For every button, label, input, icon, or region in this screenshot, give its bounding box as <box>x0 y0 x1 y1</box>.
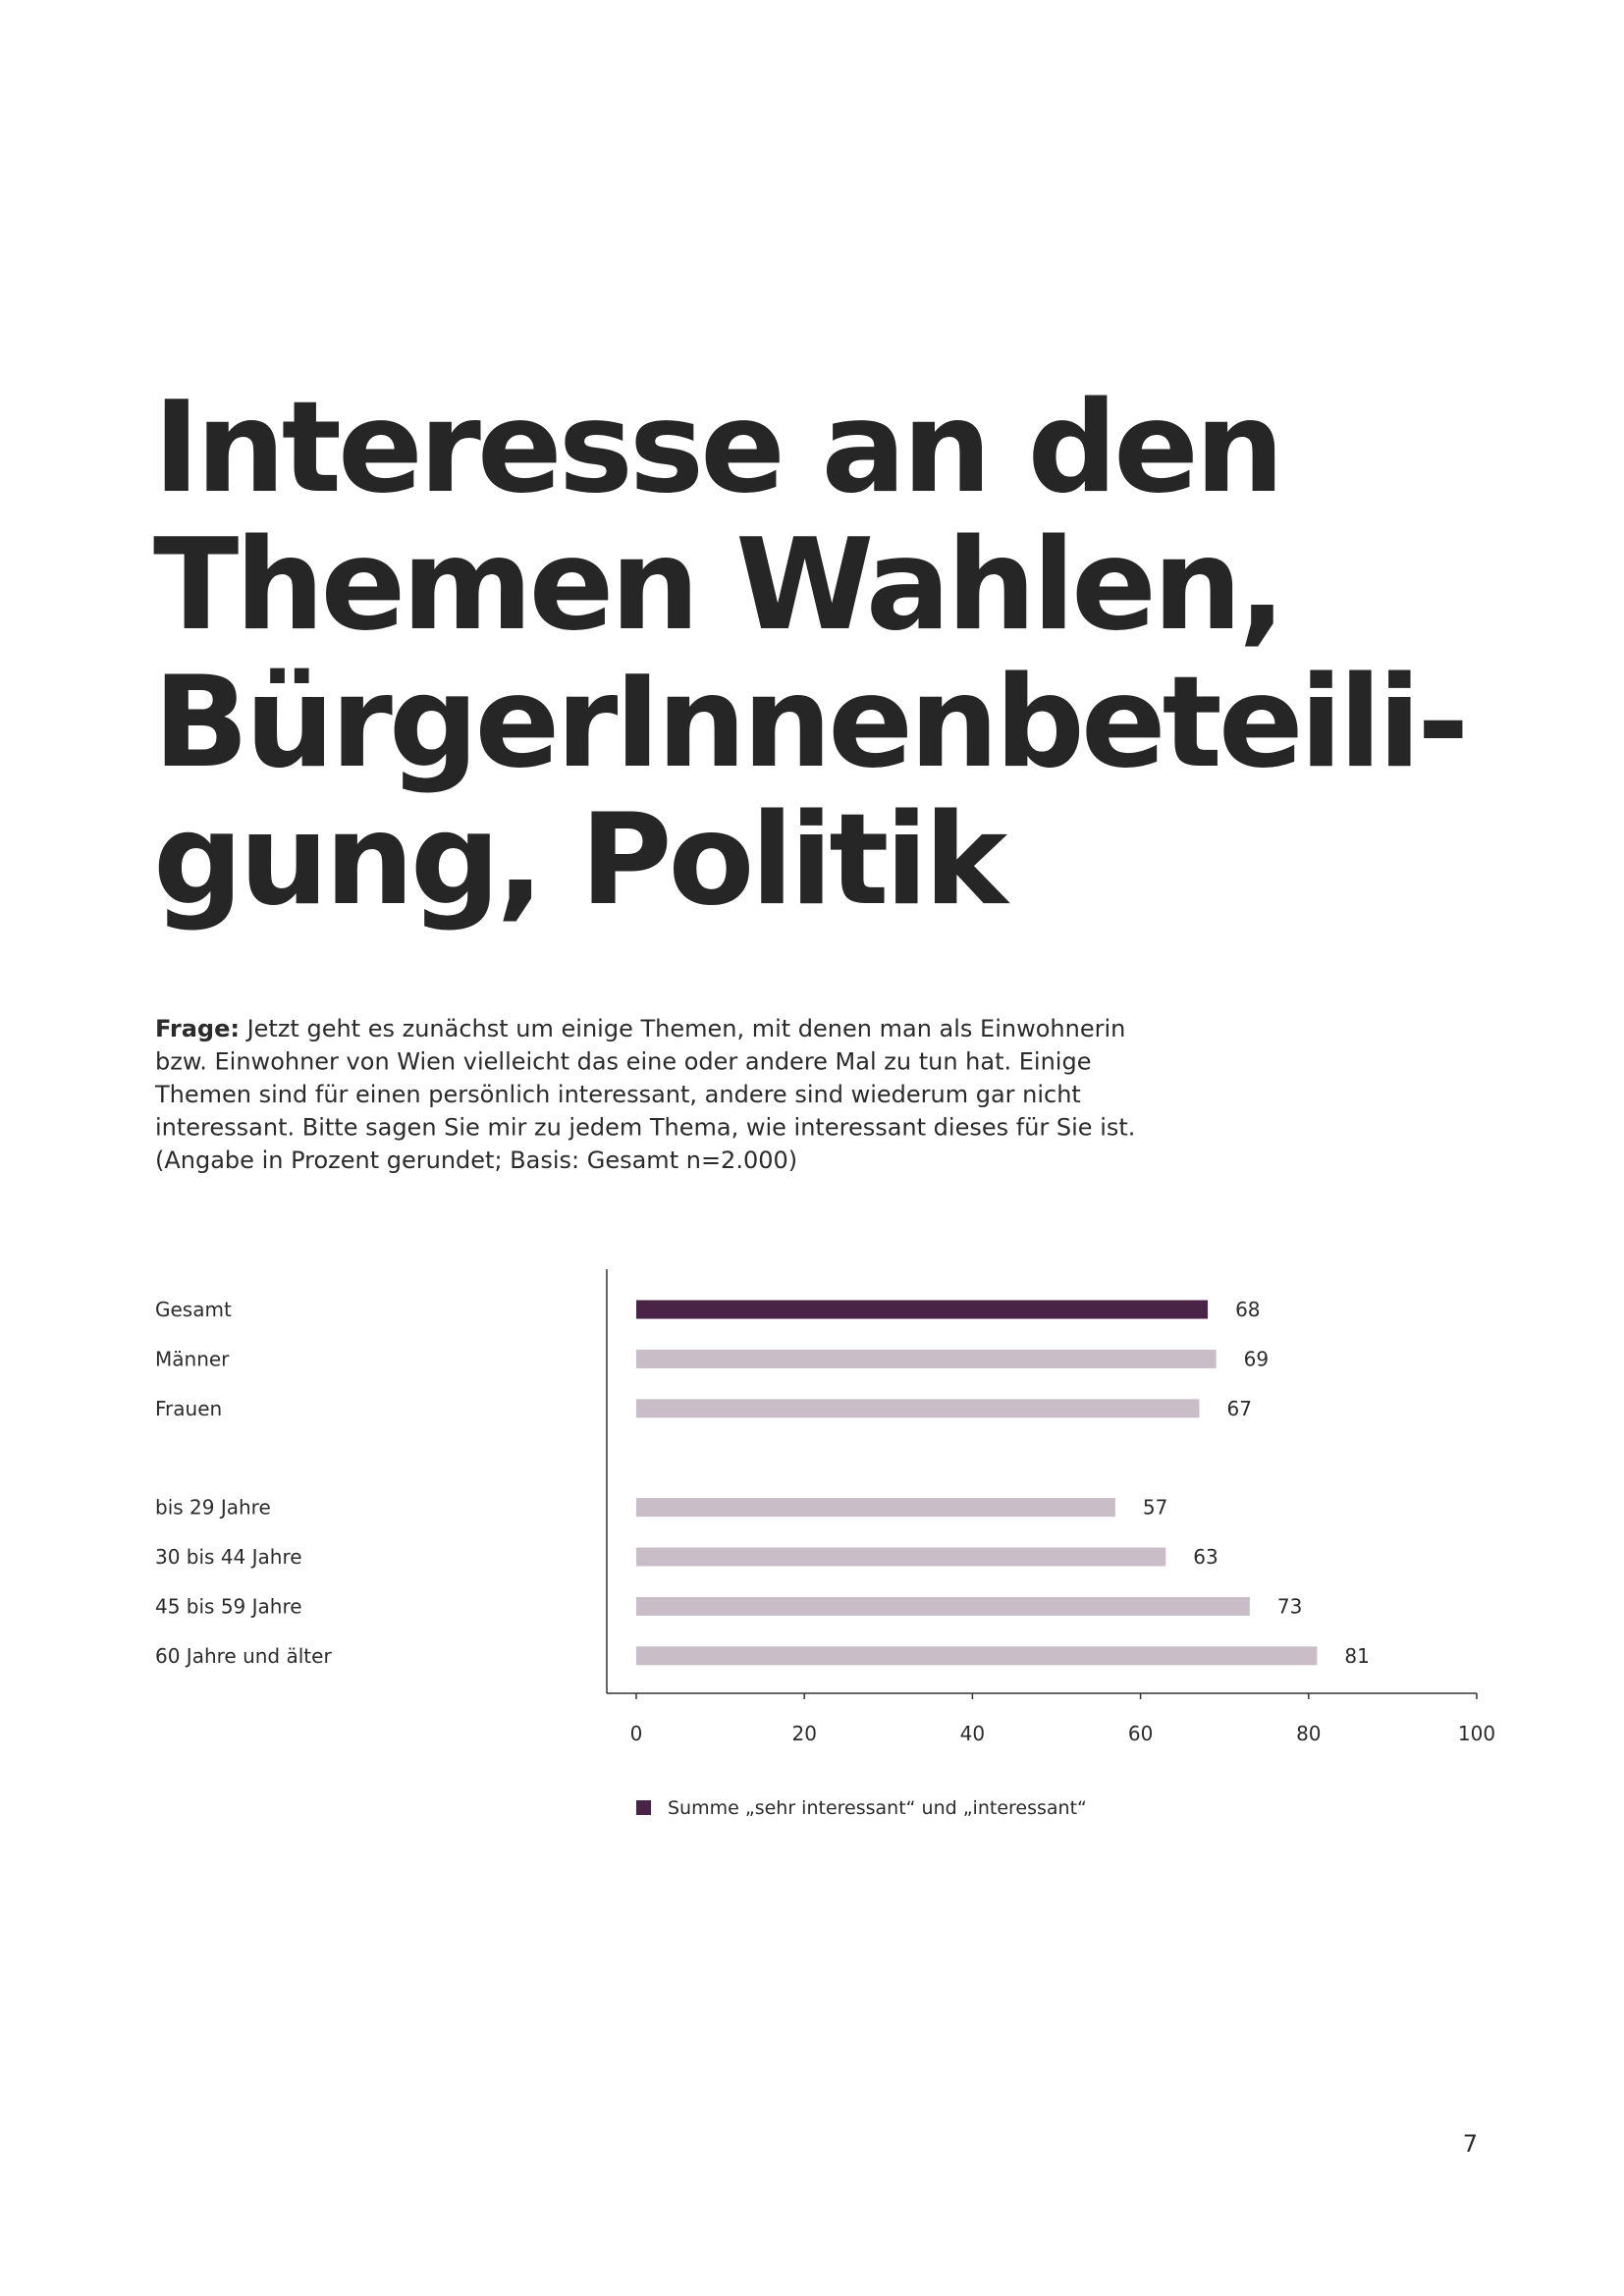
category-label: 60 Jahre und älter <box>155 1644 332 1668</box>
value-label: 67 <box>1227 1397 1252 1420</box>
category-label: 45 bis 59 Jahre <box>155 1594 302 1618</box>
legend-label: Summe „sehr interessant“ und „interessan… <box>668 1797 1087 1819</box>
question-label: Frage: <box>155 1015 240 1042</box>
title-line: Themen Wahlen, <box>153 512 1282 659</box>
bar <box>636 1399 1200 1418</box>
x-tick-label: 20 <box>791 1722 816 1745</box>
title-line: BürgerInnenbeteili- <box>153 650 1465 796</box>
bar <box>636 1596 1250 1616</box>
question-text: (Angabe in Prozent gerundet; Basis: Gesa… <box>155 1147 797 1174</box>
category-label: Frauen <box>155 1397 222 1420</box>
question-line: Frage: Jetzt geht es zunächst um einige … <box>155 1015 1125 1042</box>
bar <box>636 1498 1115 1518</box>
category-label: Männer <box>155 1347 230 1370</box>
category-label: bis 29 Jahre <box>155 1496 271 1520</box>
question-line: Themen sind für einen persönlich interes… <box>154 1081 1081 1108</box>
value-label: 63 <box>1193 1545 1218 1569</box>
question-line: interessant. Bitte sagen Sie mir zu jede… <box>155 1114 1135 1142</box>
x-tick-label: 100 <box>1458 1722 1495 1745</box>
value-label: 57 <box>1143 1496 1167 1520</box>
value-label: 81 <box>1344 1644 1369 1668</box>
page-number: 7 <box>1463 2130 1478 2158</box>
value-label: 73 <box>1277 1594 1302 1618</box>
title-line: Interesse an den <box>153 375 1280 521</box>
category-label: 30 bis 44 Jahre <box>155 1545 302 1569</box>
bar <box>636 1300 1209 1319</box>
legend-swatch <box>636 1800 651 1815</box>
question-line: bzw. Einwohner von Wien vielleicht das e… <box>155 1048 1091 1076</box>
title-line: gung, Politik <box>153 787 1010 934</box>
value-label: 68 <box>1235 1298 1260 1321</box>
category-label: Gesamt <box>155 1298 232 1321</box>
x-tick-label: 40 <box>960 1722 985 1745</box>
value-label: 69 <box>1244 1347 1269 1370</box>
x-tick-label: 80 <box>1296 1722 1321 1745</box>
question-text: Jetzt geht es zunächst um einige Themen,… <box>240 1015 1125 1042</box>
question-line: (Angabe in Prozent gerundet; Basis: Gesa… <box>155 1147 797 1174</box>
bar <box>636 1547 1166 1567</box>
question-text: bzw. Einwohner von Wien vielleicht das e… <box>155 1048 1091 1076</box>
bar <box>636 1646 1318 1666</box>
x-tick-label: 60 <box>1128 1722 1153 1745</box>
bar <box>636 1349 1217 1368</box>
question-text: Themen sind für einen persönlich interes… <box>154 1081 1081 1108</box>
x-tick-label: 0 <box>630 1722 643 1745</box>
question-text: interessant. Bitte sagen Sie mir zu jede… <box>155 1114 1135 1142</box>
